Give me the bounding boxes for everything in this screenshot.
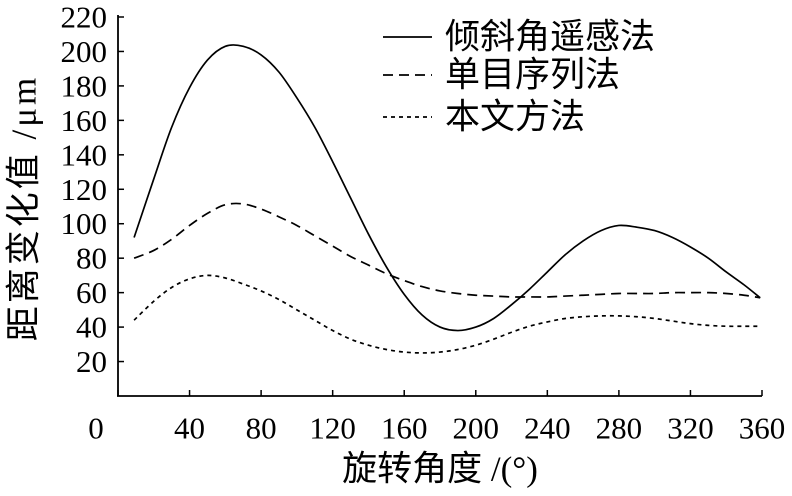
y-tick-label: 220: [61, 0, 108, 35]
plot-series: [133, 44, 761, 354]
x-tick-label: 40: [174, 411, 205, 446]
legend-label: 单目序列法: [445, 56, 620, 95]
series-line-tilt-angle-remote-sensing: [133, 44, 761, 332]
series-line-monocular-sequence: [133, 202, 761, 299]
y-tick-label: 100: [61, 206, 108, 241]
legend-label: 倾斜角遥感法: [445, 18, 655, 57]
legend-item-proposed-method: 本文方法: [383, 98, 585, 137]
x-tick-label: 0: [88, 411, 104, 446]
legend-label: 本文方法: [445, 98, 585, 137]
y-tick-label: 20: [76, 344, 107, 379]
y-tick-label: 140: [61, 137, 108, 172]
y-tick-label: 40: [76, 310, 107, 345]
x-axis-title: 旋转角度 /(°): [342, 450, 538, 489]
x-tick-label: 320: [667, 411, 714, 446]
x-tick-label: 160: [381, 411, 428, 446]
y-tick-label: 160: [61, 103, 108, 138]
y-tick-label: 180: [61, 68, 108, 103]
y-tick-label: 80: [76, 241, 107, 276]
x-tick-label: 120: [309, 411, 356, 446]
legend: 倾斜角遥感法 单目序列法 本文方法: [383, 18, 655, 137]
x-tick-label: 80: [246, 411, 277, 446]
x-tick-label: 240: [524, 411, 571, 446]
legend-item-monocular-sequence: 单目序列法: [383, 56, 620, 95]
legend-item-tilt-angle-remote-sensing: 倾斜角遥感法: [383, 18, 655, 57]
x-tick-label: 280: [596, 411, 643, 446]
y-tick-label: 200: [61, 34, 108, 69]
x-tick-label: 200: [453, 411, 500, 446]
y-tick-label: 120: [61, 172, 108, 207]
y-tick-label: 60: [76, 275, 107, 310]
x-axis-ticks: 0 40 80 120 160 200 240 280 320 360: [88, 390, 785, 446]
x-tick-label: 360: [739, 411, 786, 446]
series-line-proposed-method: [133, 274, 761, 354]
y-axis-title: 距离变化值 /μm: [5, 75, 44, 341]
